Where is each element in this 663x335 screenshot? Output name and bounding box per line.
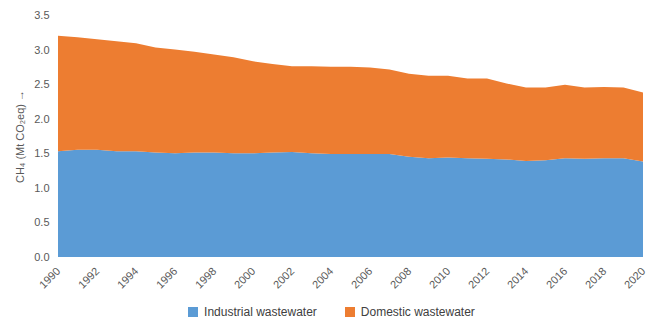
svg-text:CH₄ (Mt CO₂eq) →: CH₄ (Mt CO₂eq) → xyxy=(14,90,26,183)
svg-text:2006: 2006 xyxy=(349,265,375,291)
svg-text:3.0: 3.0 xyxy=(34,44,49,56)
html-text:Industrial wastewater: Industrial wastewater xyxy=(204,305,317,319)
svg-text:2010: 2010 xyxy=(427,265,453,291)
svg-text:3.5: 3.5 xyxy=(34,9,49,21)
svg-text:2.0: 2.0 xyxy=(34,113,49,125)
svg-text:2000: 2000 xyxy=(232,265,258,291)
svg-text:0.0: 0.0 xyxy=(34,251,49,263)
svg-text:1990: 1990 xyxy=(37,265,63,291)
svg-text:0.5: 0.5 xyxy=(34,216,49,228)
svg-text:2014: 2014 xyxy=(505,265,531,291)
svg-text:2.5: 2.5 xyxy=(34,78,49,90)
svg-text:2012: 2012 xyxy=(466,265,492,291)
svg-text:1.0: 1.0 xyxy=(34,182,49,194)
html-text:Domestic wastewater: Domestic wastewater xyxy=(360,305,475,319)
svg-text:2020: 2020 xyxy=(622,265,648,291)
svg-text:2016: 2016 xyxy=(544,265,570,291)
svg-text:1994: 1994 xyxy=(115,265,141,291)
svg-text:2004: 2004 xyxy=(310,265,336,291)
svg-text:1996: 1996 xyxy=(154,265,180,291)
svg-text:1998: 1998 xyxy=(193,265,219,291)
svg-text:2018: 2018 xyxy=(583,265,609,291)
svg-text:2002: 2002 xyxy=(271,265,297,291)
svg-text:1992: 1992 xyxy=(76,265,102,291)
svg-text:1.5: 1.5 xyxy=(34,147,49,159)
svg-text:2008: 2008 xyxy=(388,265,414,291)
